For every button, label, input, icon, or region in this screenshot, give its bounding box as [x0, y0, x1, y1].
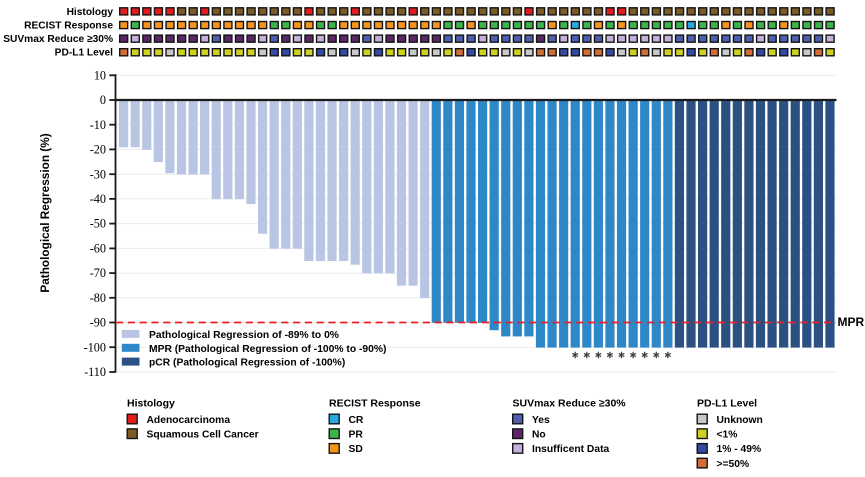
- svg-text:>=50%: >=50%: [717, 459, 750, 470]
- svg-text:Squamous Cell Cancer: Squamous Cell Cancer: [147, 430, 259, 441]
- svg-text:-100: -100: [84, 340, 106, 354]
- svg-text:SD: SD: [349, 444, 363, 455]
- svg-text:-90: -90: [90, 316, 106, 330]
- svg-text:Unknown: Unknown: [717, 415, 763, 426]
- svg-text:-30: -30: [90, 167, 106, 181]
- svg-text:PD-L1 Level: PD-L1 Level: [55, 48, 113, 59]
- svg-text:MPR (Pathological Regression o: MPR (Pathological Regression of -100% to…: [149, 344, 386, 355]
- svg-text:Histology: Histology: [127, 398, 175, 410]
- svg-text:CR: CR: [349, 415, 364, 426]
- svg-text:Pathological Regression of -89: Pathological Regression of -89% to 0%: [149, 330, 339, 341]
- svg-text:RECIST Response: RECIST Response: [329, 398, 421, 410]
- svg-text:<1%: <1%: [717, 430, 738, 441]
- svg-text:Yes: Yes: [532, 415, 550, 426]
- svg-text:pCR (Pathological Regression o: pCR (Pathological Regression of -100%): [149, 358, 345, 369]
- svg-text:PR: PR: [349, 430, 364, 441]
- svg-text:Insufficent Data: Insufficent Data: [532, 444, 610, 455]
- svg-text:-110: -110: [84, 365, 106, 379]
- svg-text:-80: -80: [90, 291, 106, 305]
- svg-text:SUVmax Reduce ≥30%: SUVmax Reduce ≥30%: [3, 34, 113, 45]
- svg-text:-40: -40: [90, 192, 106, 206]
- svg-text:-10: -10: [90, 118, 106, 132]
- svg-text:RECIST Response: RECIST Response: [24, 20, 113, 31]
- svg-text:Adenocarcinoma: Adenocarcinoma: [147, 415, 231, 426]
- svg-text:-60: -60: [90, 242, 106, 256]
- svg-text:No: No: [532, 430, 546, 441]
- svg-text:PD-L1 Level: PD-L1 Level: [697, 398, 757, 410]
- svg-text:Pathological Regression (%): Pathological Regression (%): [38, 133, 52, 292]
- svg-text:SUVmax Reduce ≥30%: SUVmax Reduce ≥30%: [513, 398, 627, 410]
- svg-text:Histology: Histology: [67, 7, 114, 18]
- svg-text:-20: -20: [90, 143, 106, 157]
- svg-text:1% - 49%: 1% - 49%: [717, 444, 762, 455]
- svg-text:0: 0: [100, 93, 106, 107]
- svg-text:MPR: MPR: [838, 315, 865, 329]
- svg-text:-50: -50: [90, 217, 106, 231]
- svg-text:-70: -70: [90, 266, 106, 280]
- svg-text:10: 10: [94, 68, 106, 82]
